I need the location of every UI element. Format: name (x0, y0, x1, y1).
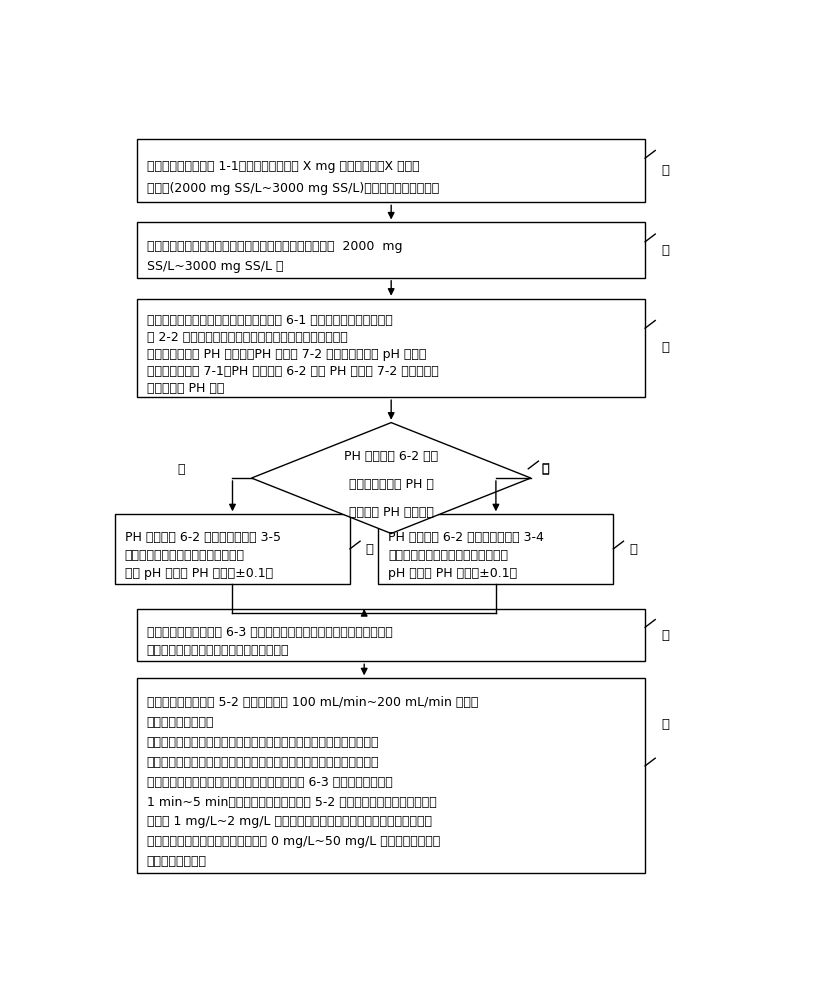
Text: 五: 五 (366, 543, 373, 556)
Text: PH 控制单元 6-2 控制进碱计量泵 3-5: PH 控制单元 6-2 控制进碱计量泵 3-5 (124, 531, 281, 544)
Bar (115, 514, 350, 584)
Text: 给参数监测单元 7-1，PH 控制单元 6-2 通过 PH 传感器 7-2 采集的反应: 给参数监测单元 7-1，PH 控制单元 6-2 通过 PH 传感器 7-2 采集… (147, 365, 438, 378)
Text: PH 控制单元 6-2 控制进酸计量泵 3-4: PH 控制单元 6-2 控制进酸计量泵 3-4 (388, 531, 544, 544)
Text: 向反应器内注入酸，直到反应器内的: 向反应器内注入酸，直到反应器内的 (388, 549, 508, 562)
Text: 通过调整气体流量计 5-2 使得曝气量在 100 mL/min~200 mL/min 之间；: 通过调整气体流量计 5-2 使得曝气量在 100 mL/min~200 mL/m… (147, 696, 478, 709)
Bar (138, 609, 645, 661)
Text: 打开活动式反应器盖 1-1，向反应器内加入 X mg 的接种污泥，X 等于污: 打开活动式反应器盖 1-1，向反应器内加入 X mg 的接种污泥，X 等于污 (147, 160, 419, 173)
Text: 反应器内的实际 PH 值: 反应器内的实际 PH 值 (349, 478, 433, 491)
Text: 八: 八 (661, 718, 669, 731)
Bar (138, 678, 645, 873)
Text: 氮、硝酸盐氮以及硝酸盐氮的浓度在 0 mg/L~50 mg/L 时，全自养脱氮颗: 氮、硝酸盐氮以及硝酸盐氮的浓度在 0 mg/L~50 mg/L 时，全自养脱氮颗 (147, 835, 440, 848)
Text: SS/L~3000 mg SS/L ；: SS/L~3000 mg SS/L ； (147, 260, 283, 273)
Text: 二: 二 (661, 244, 669, 257)
Bar (378, 514, 613, 584)
Text: 泥浓度(2000 mg SS/L~3000 mg SS/L)与反应器体积的乘积；: 泥浓度(2000 mg SS/L~3000 mg SS/L)与反应器体积的乘积； (147, 182, 439, 195)
Polygon shape (251, 423, 531, 533)
Bar (138, 222, 645, 278)
Text: 器内的实际 PH 值，: 器内的实际 PH 值， (147, 382, 224, 395)
Text: 一: 一 (661, 164, 669, 177)
Text: 六: 六 (629, 543, 637, 556)
Text: 解氧在 1 mg/L~2 mg/L 之间；然后继续培养阶段，当反应器出水中的氨: 解氧在 1 mg/L~2 mg/L 之间；然后继续培养阶段，当反应器出水中的氨 (147, 815, 432, 828)
Text: 设定反应器内的 PH 设定值；PH 传感器 7-2 将反应器的实际 pH 值传送: 设定反应器内的 PH 设定值；PH 传感器 7-2 将反应器的实际 pH 值传送 (147, 348, 426, 361)
Text: 七: 七 (661, 629, 669, 642)
Text: 粒污泥培养完成。: 粒污泥培养完成。 (147, 855, 207, 868)
Text: 向反应器内注入反应器进水，使反应器内的污泥浓度达到  2000  mg: 向反应器内注入反应器进水，使反应器内的污泥浓度达到 2000 mg (147, 240, 402, 253)
Text: 硝酸盐氮的浓度，观察反应器内污泥的形态，是否出现颗粒污泥；当反: 硝酸盐氮的浓度，观察反应器内污泥的形态，是否出现颗粒污泥；当反 (147, 756, 379, 769)
Text: 向反应器内注入碱，直到反应器内的: 向反应器内注入碱，直到反应器内的 (124, 549, 245, 562)
Text: 是: 是 (541, 463, 549, 476)
Text: 时间、沉淀时间、排水时间和容积交换率；: 时间、沉淀时间、排水时间和容积交换率； (147, 644, 289, 657)
Text: 应器内出现颗粒污泥时，通过序批运行控制单元 6-3 将沉淀时间调整为: 应器内出现颗粒污泥时，通过序批运行控制单元 6-3 将沉淀时间调整为 (147, 776, 392, 789)
Bar (138, 299, 645, 397)
Text: 否: 否 (177, 463, 185, 476)
Text: 设定反应器内的温度范围；温度控制单元 6-1 根据该温度范围控制电阻: 设定反应器内的温度范围；温度控制单元 6-1 根据该温度范围控制电阻 (147, 314, 392, 327)
Text: 是否大于 PH 设定值，: 是否大于 PH 设定值， (349, 506, 433, 519)
Bar (138, 139, 645, 202)
Text: 四: 四 (541, 462, 550, 475)
Text: 开始进入培养阶段；: 开始进入培养阶段； (147, 716, 215, 729)
Text: 三: 三 (661, 341, 669, 354)
Text: 丝 2-2 发热，使反应器内的温度值维持在该温度范围内；: 丝 2-2 发热，使反应器内的温度值维持在该温度范围内； (147, 331, 347, 344)
Text: PH 控制单元 6-2 判断: PH 控制单元 6-2 判断 (344, 450, 438, 463)
Text: pH 值达到 PH 设定值±0.1，: pH 值达到 PH 设定值±0.1， (388, 567, 517, 580)
Text: 1 min~5 min，同时，通过气体流量计 5-2 调整曝气量使得反应器内的溶: 1 min~5 min，同时，通过气体流量计 5-2 调整曝气量使得反应器内的溶 (147, 796, 437, 809)
Text: 通过序批运行控制单元 6-3 设定反应器序批运行次序、进水时间、曝气: 通过序批运行控制单元 6-3 设定反应器序批运行次序、进水时间、曝气 (147, 626, 392, 639)
Text: 实际 pH 值达到 PH 设定值±0.1，: 实际 pH 值达到 PH 设定值±0.1， (124, 567, 273, 580)
Text: 在培养过程中每天检测一次反应器排出的水中的氨氮、亚硝酸盐氮以及: 在培养过程中每天检测一次反应器排出的水中的氨氮、亚硝酸盐氮以及 (147, 736, 379, 749)
